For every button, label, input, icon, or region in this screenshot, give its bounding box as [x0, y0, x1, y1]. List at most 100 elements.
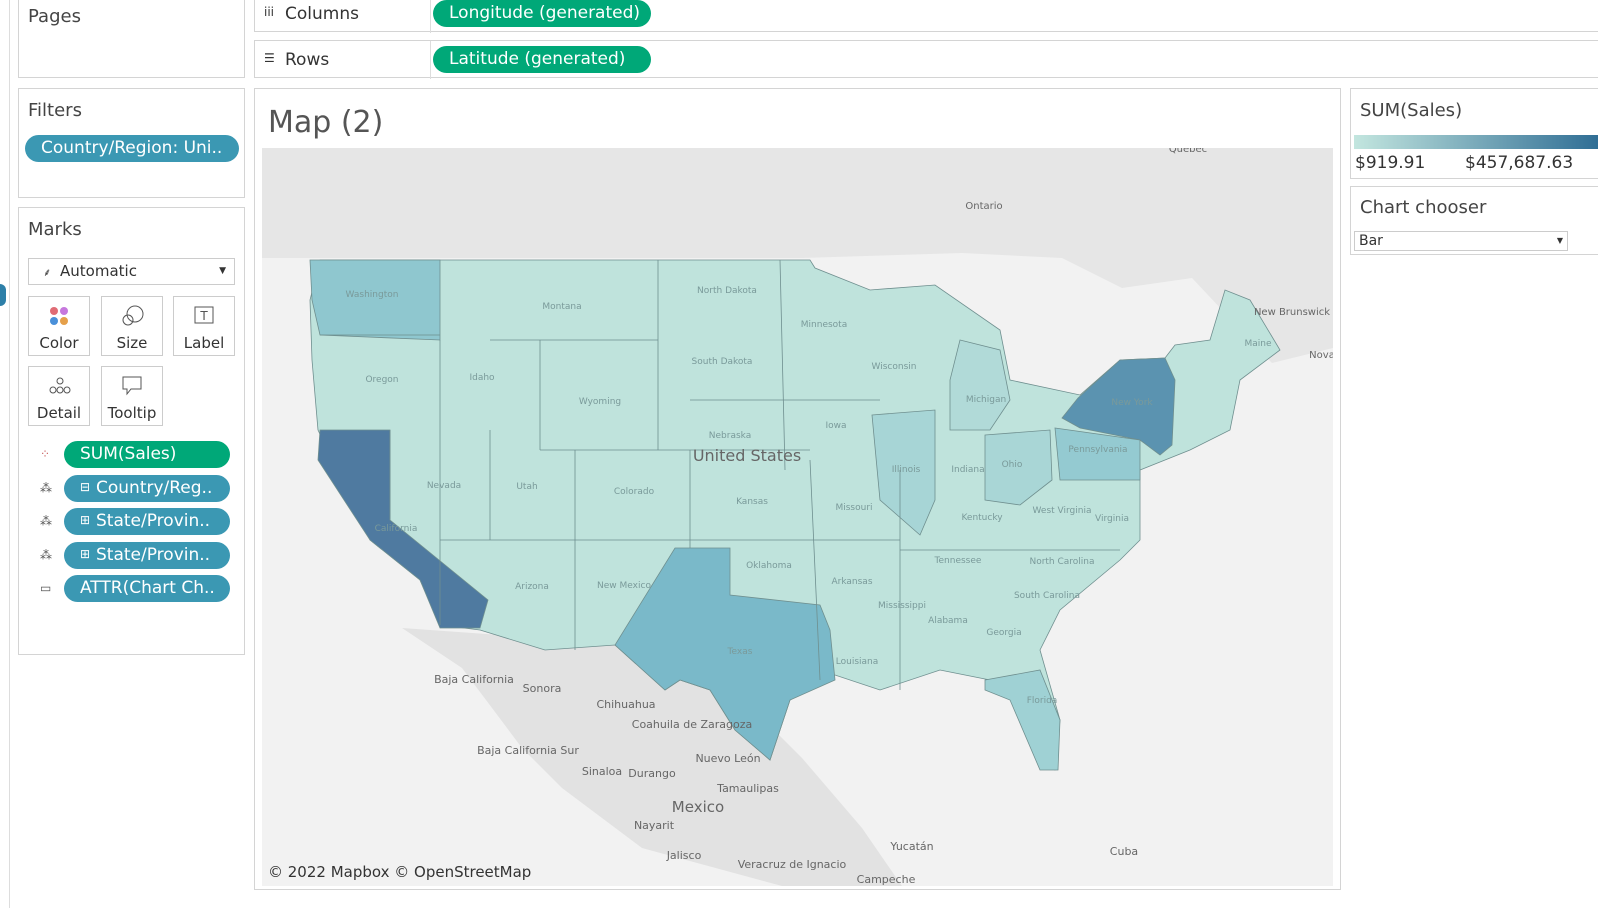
left-strip: [0, 0, 10, 908]
map-label: New Mexico: [597, 581, 651, 591]
tooltip-button[interactable]: Tooltip: [101, 366, 163, 426]
mark-type-dropdown[interactable]: ⸙ Automatic ▼: [28, 258, 235, 285]
state: [949, 339, 1011, 431]
size-button[interactable]: Size: [101, 296, 163, 356]
map-label: Cuba: [1110, 845, 1138, 858]
map-label: Indiana: [951, 465, 984, 475]
map-label: Jalisco: [666, 849, 702, 862]
map-label: Oregon: [365, 375, 398, 385]
filter-pill[interactable]: Country/Region: Uni..: [25, 135, 239, 162]
view-title: Map (2): [268, 105, 384, 140]
map-label: Montana: [542, 302, 581, 312]
map-label: Arizona: [515, 582, 549, 592]
pill-icon: ▭: [40, 581, 52, 595]
map-label: Baja California Sur: [477, 744, 579, 757]
attribution: © 2022 Mapbox © OpenStreetMap: [268, 863, 531, 881]
mark-type: Automatic: [60, 262, 137, 280]
legend-min: $919.91: [1355, 153, 1426, 173]
icon: [122, 305, 144, 326]
map-label: Washington: [346, 290, 399, 300]
map-label: West Virginia: [1033, 506, 1092, 516]
shelf-label: Rows: [285, 50, 330, 70]
map-label: Michigan: [966, 395, 1006, 405]
map: Quebec Ontario New Brunswick Nova Washington…: [262, 148, 1333, 886]
chart-chooser-card: Chart chooser Bar ▼: [1350, 186, 1598, 255]
map-label: Tennessee: [934, 556, 982, 566]
chooser-value: Bar: [1359, 233, 1383, 249]
map-label: Ohio: [1002, 460, 1023, 470]
card-title: Pages: [28, 6, 81, 27]
dropdown-arrow: ▼: [219, 266, 226, 276]
state: [614, 547, 836, 761]
card-title: Filters: [28, 100, 82, 121]
map-label: Nova: [1309, 350, 1333, 361]
map-label: Kentucky: [961, 513, 1003, 523]
icon: T: [194, 306, 214, 324]
divider: [430, 0, 431, 33]
state: [1054, 427, 1141, 481]
map-label: Tamaulipas: [716, 782, 779, 795]
map-label: Louisiana: [836, 657, 879, 667]
mark-pill[interactable]: ATTR(Chart Ch..: [64, 575, 230, 602]
pill[interactable]: Longitude (generated): [433, 0, 651, 27]
chooser-title: Chart chooser: [1360, 197, 1487, 218]
state-borders: [320, 259, 1120, 690]
map-label: South Carolina: [1014, 591, 1080, 601]
pill[interactable]: Latitude (generated): [433, 46, 651, 73]
expand-icon: ⊟: [80, 479, 91, 494]
map-label: Texas: [727, 647, 753, 657]
detail-button[interactable]: Detail: [28, 366, 90, 426]
button-label: Label: [183, 334, 225, 352]
map-label: Durango: [628, 767, 676, 780]
mark-pill[interactable]: Country/Reg..: [64, 474, 230, 502]
state: [984, 429, 1053, 506]
legend-max: $457,687.63: [1465, 153, 1574, 173]
map-label: Alabama: [928, 616, 968, 626]
button-label: Size: [116, 334, 148, 352]
map-label: Chihuahua: [596, 698, 655, 711]
map-label: Arkansas: [831, 577, 872, 587]
map-label: Iowa: [825, 421, 846, 431]
map-label: Nuevo León: [695, 752, 760, 765]
map-label: Quebec: [1169, 148, 1207, 155]
map-label: South Dakota: [692, 357, 753, 367]
map-label: Colorado: [614, 487, 655, 497]
state: [309, 259, 441, 341]
canada: [262, 148, 1333, 363]
map-label: Wisconsin: [872, 362, 917, 372]
map-label: Sinaloa: [582, 765, 622, 778]
chooser-dropdown[interactable]: Bar ▼: [1354, 231, 1568, 251]
state: [871, 409, 936, 536]
map-label: Kansas: [736, 497, 768, 507]
map-label: United States: [693, 446, 801, 465]
columns-shelf: iii Columns Longitude (generated): [254, 0, 1598, 33]
color-button[interactable]: Color: [28, 296, 90, 356]
map-label: Yucatán: [889, 840, 933, 853]
mark-pill[interactable]: State/Provin..: [64, 541, 230, 569]
map-label: Utah: [516, 482, 537, 492]
map-labels: Quebec Ontario New Brunswick Nova Washington…: [346, 148, 1333, 886]
map-label: Missouri: [835, 503, 872, 513]
mark-pill[interactable]: SUM(Sales): [64, 441, 230, 468]
map-label: Mexico: [672, 798, 724, 816]
label-button[interactable]: T Label: [173, 296, 235, 356]
state: [1061, 357, 1176, 456]
expand-icon: ⊞: [80, 513, 91, 527]
button-label: Color: [39, 334, 79, 352]
pill-icon: ⁂: [40, 547, 52, 562]
map-label: New Brunswick: [1254, 307, 1330, 318]
mark-pill[interactable]: State/Provin..: [64, 508, 230, 535]
shelf-label: Columns: [285, 4, 359, 24]
pages-card: Pages: [18, 0, 245, 78]
map-label: Campeche: [857, 873, 916, 886]
map-label: Mississippi: [878, 601, 926, 611]
map-label: Ontario: [965, 201, 1002, 212]
map-label: Sonora: [523, 682, 562, 695]
button-label: Tooltip: [107, 404, 157, 422]
icon: [50, 307, 68, 325]
map-label: Minnesota: [801, 320, 847, 330]
map-label: Georgia: [986, 628, 1021, 638]
map-label: Florida: [1027, 696, 1058, 706]
side-handle[interactable]: [0, 284, 6, 306]
